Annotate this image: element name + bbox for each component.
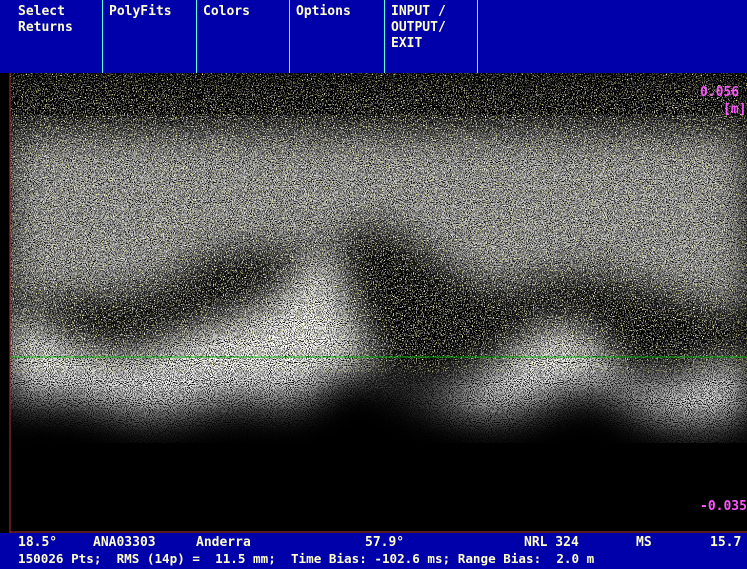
y-min-label: -0.035	[700, 499, 747, 514]
status-field: 18.5°	[18, 535, 58, 550]
status-field: 57.9°	[365, 535, 405, 550]
status-field: MS	[636, 535, 652, 550]
menu-item[interactable]: INPUT / OUTPUT/EXIT	[385, 0, 478, 73]
status-line: 150026 Pts; RMS (14p) = 11.5 mm; Time Bi…	[18, 551, 595, 566]
status-field: Anderra	[196, 535, 251, 550]
scatter-yellow	[10, 73, 747, 373]
menu-item[interactable]: Options	[290, 0, 385, 73]
menu-label: INPUT /	[391, 4, 446, 19]
menu-label: OUTPUT/	[391, 20, 446, 35]
menu-item[interactable]: Select Returns	[12, 0, 103, 73]
menu-item[interactable]: PolyFits	[103, 0, 197, 73]
menu-bar: Select Returns PolyFits Colors Options INPUT …	[0, 0, 747, 73]
y-max-label: 0.056	[700, 85, 740, 100]
menu-item[interactable]: Colors	[197, 0, 290, 73]
plot-area	[9, 73, 747, 533]
menu-label: Colors	[203, 4, 250, 19]
status-field: ANA03303	[93, 535, 156, 550]
unit-label: [m]	[723, 102, 747, 117]
menu-label: Options	[296, 4, 351, 19]
status-bar: 150026 Pts; RMS (14p) = 11.5 mm; Time Bi…	[0, 533, 747, 569]
menu-label: EXIT	[391, 36, 423, 51]
menu-label: Returns	[18, 20, 73, 35]
status-field: NRL 324	[524, 535, 579, 550]
menu-label: PolyFits	[109, 4, 172, 19]
status-field: 15.7	[710, 535, 742, 550]
menu-label: Select	[18, 4, 65, 19]
